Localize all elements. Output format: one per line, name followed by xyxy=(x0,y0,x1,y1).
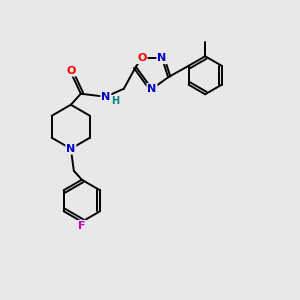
Text: F: F xyxy=(78,221,85,231)
Text: H: H xyxy=(111,96,119,106)
Text: N: N xyxy=(66,144,76,154)
Text: O: O xyxy=(137,53,147,63)
Text: N: N xyxy=(158,53,166,63)
Text: N: N xyxy=(101,92,110,102)
Text: N: N xyxy=(147,84,157,94)
Text: O: O xyxy=(66,66,76,76)
